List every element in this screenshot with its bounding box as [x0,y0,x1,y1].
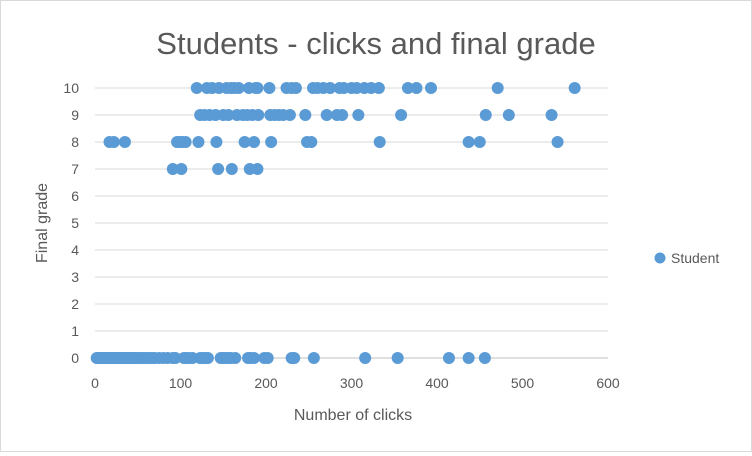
data-point[interactable] [299,109,312,121]
data-points [90,82,581,364]
data-point[interactable] [263,82,276,94]
data-point[interactable] [324,82,337,94]
chart-title: Students - clicks and final grade [156,26,595,61]
data-point[interactable] [359,352,372,364]
y-tick-label: 1 [71,323,79,339]
data-point[interactable] [462,136,475,148]
data-point[interactable] [410,82,423,94]
data-point[interactable] [479,109,492,121]
data-point[interactable] [551,136,564,148]
data-point[interactable] [190,82,203,94]
data-point[interactable] [491,82,504,94]
data-point[interactable] [212,163,225,175]
y-tick-label: 10 [63,80,79,96]
x-tick-label: 0 [91,375,99,391]
data-point[interactable] [478,352,491,364]
x-tick-label: 500 [511,375,535,391]
y-tick-label: 5 [71,215,79,231]
data-point[interactable] [225,163,238,175]
data-point[interactable] [265,136,278,148]
data-point[interactable] [391,352,404,364]
data-point[interactable] [545,109,558,121]
data-point[interactable] [118,136,131,148]
data-point[interactable] [222,109,235,121]
x-tick-label: 600 [596,375,620,391]
data-point[interactable] [352,109,365,121]
data-point[interactable] [261,352,274,364]
y-tick-label: 0 [71,350,79,366]
data-point[interactable] [248,136,261,148]
data-point[interactable] [238,136,251,148]
data-point[interactable] [307,352,320,364]
data-point[interactable] [166,163,179,175]
data-point[interactable] [473,136,486,148]
data-point[interactable] [283,109,296,121]
data-point[interactable] [251,163,264,175]
data-point[interactable] [401,82,414,94]
data-point[interactable] [336,109,349,121]
data-point[interactable] [289,82,302,94]
data-point[interactable] [201,352,214,364]
data-point[interactable] [320,109,333,121]
x-tick-label: 300 [340,375,364,391]
data-point[interactable] [395,109,408,121]
y-tick-label: 2 [71,296,79,312]
data-point[interactable] [252,109,265,121]
data-point[interactable] [462,352,475,364]
data-point[interactable] [107,136,120,148]
data-point[interactable] [179,136,192,148]
data-point[interactable] [305,136,318,148]
data-point[interactable] [425,82,438,94]
y-axis-ticks: 0 1 2 3 4 5 6 7 8 9 10 [63,80,79,366]
y-tick-label: 8 [71,134,79,150]
data-point[interactable] [192,136,205,148]
x-tick-label: 400 [425,375,449,391]
y-tick-label: 6 [71,188,79,204]
data-point[interactable] [248,352,261,364]
legend-label-student: Student [671,250,719,266]
data-point[interactable] [442,352,455,364]
data-point[interactable] [175,163,188,175]
y-tick-label: 9 [71,107,79,123]
data-point[interactable] [372,82,385,94]
x-axis-title: Number of clicks [294,407,412,424]
y-tick-label: 7 [71,161,79,177]
x-tick-label: 100 [169,375,193,391]
y-tick-label: 4 [71,242,79,258]
data-point[interactable] [502,109,515,121]
data-point[interactable] [210,136,223,148]
y-tick-label: 3 [71,269,79,285]
x-axis-ticks: 0 100 200 300 400 500 600 [91,375,620,391]
x-tick-label: 200 [254,375,278,391]
data-point[interactable] [232,82,245,94]
data-point[interactable] [288,352,301,364]
data-point[interactable] [373,136,386,148]
y-axis-title: Final grade [34,183,51,263]
gridlines [95,87,608,332]
data-point[interactable] [251,82,264,94]
data-point[interactable] [169,352,182,364]
legend-marker [654,252,666,264]
data-point[interactable] [229,352,242,364]
legend[interactable]: Student [654,250,720,266]
data-point[interactable] [568,82,581,94]
